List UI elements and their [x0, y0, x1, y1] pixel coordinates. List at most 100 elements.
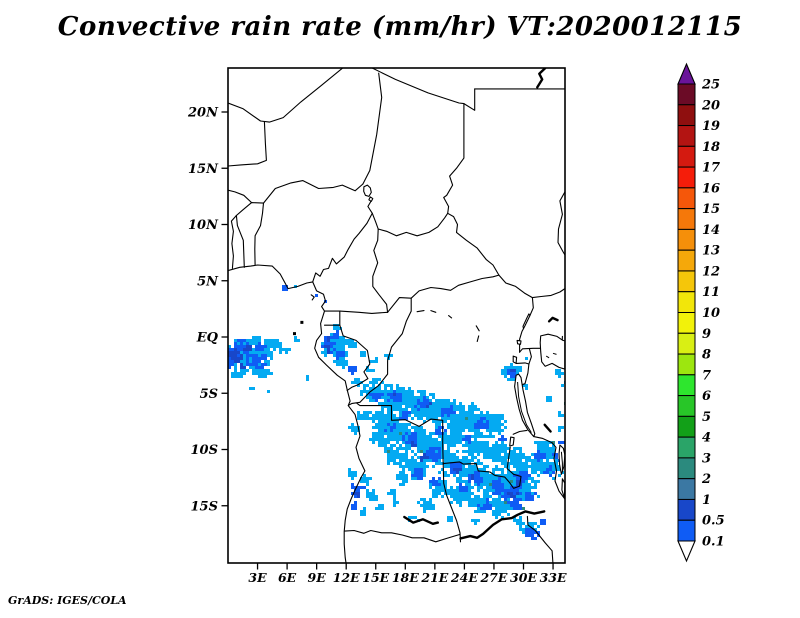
colorbar-label: 7: [702, 368, 711, 383]
colorbar-segment: [677, 332, 696, 355]
lake-inner-line: [552, 352, 557, 355]
country-border: [512, 429, 528, 435]
colorbar-label: 3: [702, 451, 711, 466]
island-dot: [292, 332, 296, 336]
country-border: [526, 515, 554, 563]
country-border: [551, 442, 565, 500]
colorbar-label: 9: [702, 327, 711, 342]
colorbar-label: 11: [702, 285, 720, 300]
colorbar-segment: [677, 166, 696, 189]
rain-cells-level-0: [228, 285, 565, 537]
country-border: [235, 214, 245, 268]
lon-tick-label: 18E: [392, 570, 419, 585]
country-border: [430, 310, 437, 313]
colorbar-segment: [677, 436, 696, 459]
colorbar-label: 19: [702, 119, 720, 134]
country-border: [323, 310, 389, 314]
colorbar-segment: [677, 374, 696, 397]
colorbar-label: 10: [702, 306, 720, 321]
map-layers: [228, 68, 565, 563]
colorbar-segment: [677, 312, 696, 334]
colorbar-label: 17: [702, 161, 720, 176]
colorbar-segment: [677, 498, 696, 521]
colorbar-label: 13: [702, 244, 720, 259]
colorbar-label: 25: [701, 78, 720, 93]
colorbar-label: 0.1: [702, 535, 725, 550]
map-frame: [227, 67, 566, 564]
lake-outline: [363, 184, 372, 197]
country-border: [312, 199, 373, 283]
country-border: [371, 212, 449, 237]
lake-outline: [512, 355, 518, 364]
lake-inner-line: [517, 381, 532, 433]
lon-tick-label: 6E: [278, 570, 297, 585]
colorbar-segment: [677, 83, 696, 106]
lon-tick-label: 24E: [450, 570, 478, 585]
colorbar-segment: [677, 270, 696, 293]
colorbar-label: 12: [702, 264, 720, 279]
colorbar-segment: [677, 104, 696, 127]
country-border: [529, 297, 534, 317]
country-border: [228, 264, 366, 563]
colorbar-label: 15: [702, 202, 720, 217]
country-border: [235, 202, 265, 217]
country-border: [533, 436, 553, 444]
lake-outline: [509, 436, 515, 447]
colorbar-label: 0.5: [702, 514, 725, 529]
country-border: [531, 288, 565, 299]
lon-tick-label: 30E: [510, 570, 537, 585]
country-border: [475, 325, 480, 332]
country-border: [387, 274, 500, 313]
country-border: [370, 68, 533, 299]
colorbar-label: 20: [701, 98, 720, 113]
river-thick-line: [547, 316, 559, 323]
river-thick-line: [403, 515, 439, 525]
colorbar-label: 4: [702, 431, 711, 446]
country-border: [228, 68, 344, 123]
colorbar-label: 5: [702, 410, 711, 425]
country-border: [228, 121, 267, 167]
colorbar-arrow-bottom: [677, 540, 696, 563]
colorbar-segment: [677, 478, 696, 500]
colorbar-label: 1: [702, 493, 711, 508]
country-border: [310, 294, 315, 301]
colorbar-segment: [677, 249, 696, 272]
country-border: [228, 189, 253, 204]
country-border: [254, 202, 265, 266]
country-border: [339, 324, 371, 391]
plot-title: Convective rain rate (mm/hr) VT:20200121…: [57, 12, 743, 42]
lon-tick-label: 33E: [540, 570, 567, 585]
country-border: [356, 402, 444, 465]
country-border: [344, 529, 461, 543]
colorbar-segment: [677, 228, 696, 251]
colorbar-segment: [677, 125, 696, 147]
lat-tick-label: 5S: [200, 387, 218, 402]
lat-tick-label: 15S: [191, 499, 218, 514]
country-border: [323, 310, 341, 326]
colorbar-label: 14: [702, 223, 720, 238]
lake-inner-line: [545, 355, 550, 359]
colorbar-segment: [677, 395, 696, 417]
colorbar-segment: [677, 187, 696, 210]
lake-outline: [522, 313, 531, 330]
country-border: [519, 347, 542, 353]
country-border: [262, 180, 364, 204]
colorbar-segment: [677, 208, 696, 230]
grads-attribution: GrADS: IGES/COLA: [8, 594, 127, 607]
lat-tick-label: 20N: [187, 106, 219, 121]
lake-inner-line: [560, 451, 563, 472]
colorbar-arrow-top: [677, 62, 696, 85]
colorbar-segment: [677, 519, 696, 542]
lat-tick-label: 5N: [197, 274, 219, 289]
country-border: [557, 191, 565, 256]
country-border: [516, 348, 532, 365]
river-thick-line: [459, 510, 546, 540]
country-border: [442, 446, 522, 489]
colorbar-segment: [677, 415, 696, 438]
colorbar-segment: [677, 145, 696, 168]
colorbar-label: 16: [702, 181, 720, 196]
country-border: [442, 463, 462, 543]
colorbar-label: 18: [702, 140, 720, 155]
colorbar-segment: [677, 291, 696, 313]
